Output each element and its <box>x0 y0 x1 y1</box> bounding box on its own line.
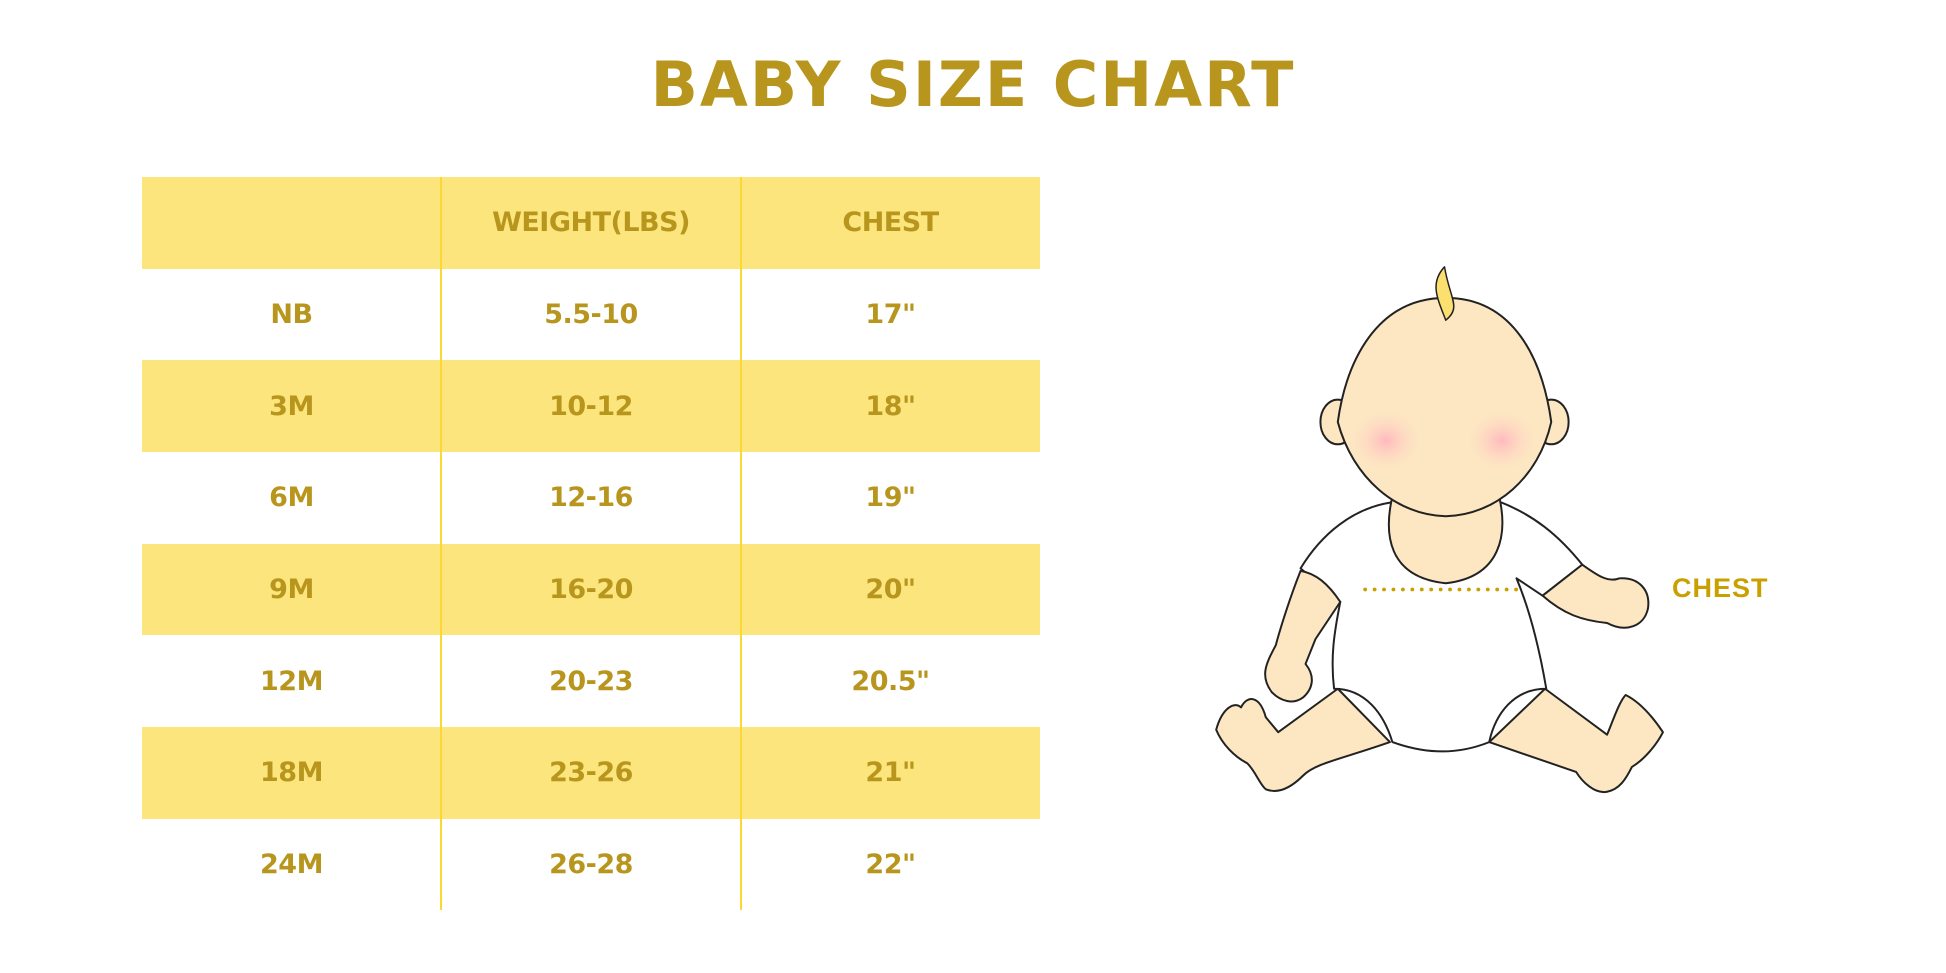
chest-cell: 21" <box>865 757 916 789</box>
table-row: 9M 16-20 20" <box>142 543 1040 636</box>
weight-cell: 10-12 <box>549 390 633 422</box>
weight-cell: 5.5-10 <box>544 299 638 331</box>
size-cell: 24M <box>260 849 323 881</box>
weight-cell: 16-20 <box>549 574 633 606</box>
weight-cell: 20-23 <box>549 665 633 697</box>
header-weight: WEIGHT(LBS) <box>492 207 690 239</box>
table-row: 24M 26-28 22" <box>142 819 1040 911</box>
size-cell: NB <box>270 299 313 331</box>
chest-cell: 19" <box>865 482 916 514</box>
size-cell: 6M <box>269 482 314 514</box>
table-row: 12M 20-23 20.5" <box>142 635 1040 727</box>
table-row: 18M 23-26 21" <box>142 727 1040 819</box>
size-cell: 12M <box>260 665 323 697</box>
page-title: BABY SIZE CHART <box>650 48 1296 121</box>
chest-cell: 18" <box>865 390 916 422</box>
header-chest: CHEST <box>842 207 939 239</box>
chest-cell: 17" <box>865 299 916 331</box>
column-divider <box>440 177 442 910</box>
chest-cell: 20.5" <box>851 665 930 697</box>
weight-cell: 23-26 <box>549 757 633 789</box>
size-cell: 3M <box>269 390 314 422</box>
table-row: 3M 10-12 18" <box>142 360 1040 453</box>
size-table: WEIGHT(LBS) CHEST NB 5.5-10 17" 3M 10-12… <box>142 177 1040 911</box>
chest-cell: 20" <box>865 574 916 606</box>
weight-cell: 26-28 <box>549 849 633 881</box>
table-row: NB 5.5-10 17" <box>142 269 1040 361</box>
table-row: 6M 12-16 19" <box>142 452 1040 544</box>
weight-cell: 12-16 <box>549 482 633 514</box>
size-cell: 9M <box>269 574 314 606</box>
table-header: WEIGHT(LBS) CHEST <box>142 177 1040 269</box>
chest-cell: 22" <box>865 849 916 881</box>
chest-label: CHEST <box>1672 573 1769 603</box>
size-cell: 18M <box>260 757 323 789</box>
column-divider <box>740 177 742 910</box>
